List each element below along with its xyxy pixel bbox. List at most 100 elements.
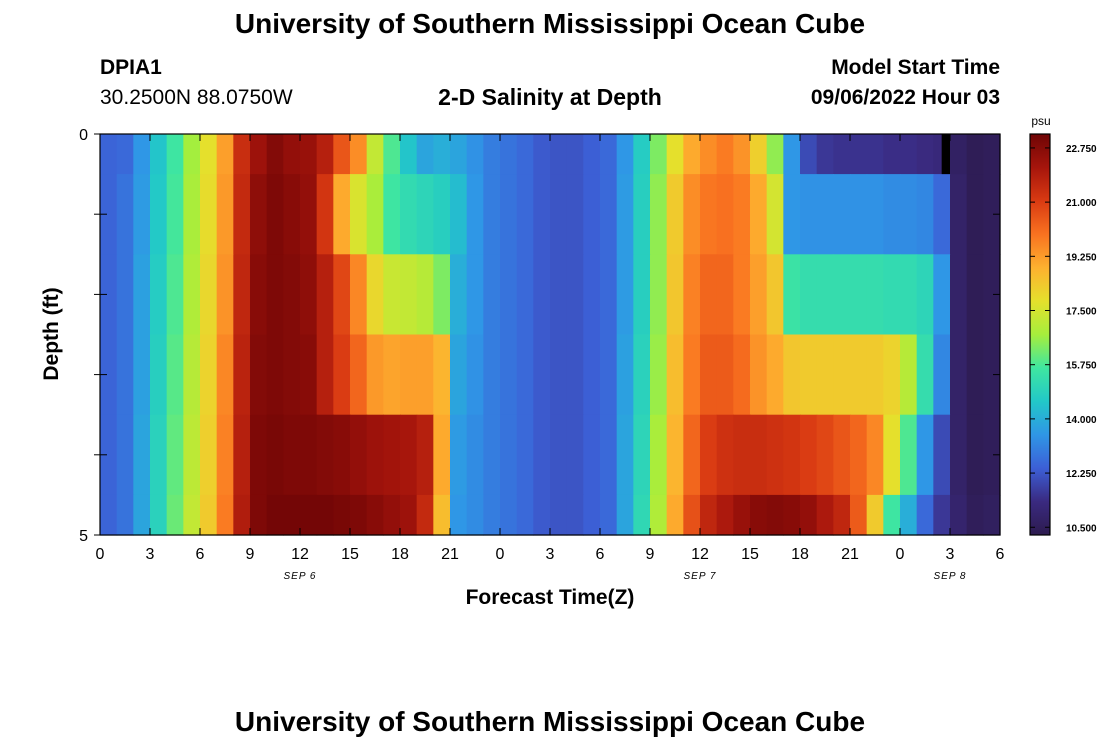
heatmap-cell [400, 414, 418, 496]
heatmap-cell [916, 334, 934, 416]
heatmap-cell [400, 254, 418, 336]
heatmap-cell [933, 494, 951, 536]
x-tick-label: 12 [291, 546, 309, 563]
colorbar-tick-label: 15.750 [1066, 361, 1097, 372]
heatmap-cell [316, 174, 334, 255]
heatmap-cell [816, 414, 834, 496]
heatmap-cell [233, 174, 251, 255]
heatmap-cell [150, 174, 168, 255]
heatmap-cell [466, 174, 484, 255]
heatmap-cell [516, 414, 534, 496]
heatmap-cell [833, 254, 851, 336]
heatmap-cell [783, 334, 801, 416]
heatmap-cell [766, 414, 784, 496]
heatmap-cell [800, 134, 818, 175]
heatmap-cell [800, 414, 818, 496]
heatmap-cell [766, 134, 784, 175]
x-tick-label: 9 [246, 546, 255, 563]
heatmap-cell [983, 254, 1001, 336]
heatmap-cell [866, 134, 884, 175]
heatmap-cell [783, 174, 801, 255]
heatmap-cell [633, 174, 651, 255]
heatmap-cell [950, 334, 968, 416]
heatmap-cell [633, 134, 651, 175]
data-anomaly-mark [941, 134, 950, 175]
heatmap-cell [450, 134, 468, 175]
heatmap-cell [450, 494, 468, 536]
heatmap-cell [316, 134, 334, 175]
heatmap-cell [750, 174, 768, 255]
heatmap-cell [466, 494, 484, 536]
heatmap-cell [283, 334, 301, 416]
heatmap-cell [616, 174, 634, 255]
heatmap-cell [116, 134, 134, 175]
heatmap-cell [350, 134, 368, 175]
heatmap-cell [816, 334, 834, 416]
heatmap-cell [600, 134, 618, 175]
heatmap-cell [850, 134, 868, 175]
heatmap-cell [100, 494, 118, 536]
footer-title: University of Southern Mississippi Ocean… [234, 706, 866, 737]
heatmap-cell [700, 174, 718, 255]
x-tick-label: 12 [691, 546, 709, 563]
heatmap-cell [833, 334, 851, 416]
heatmap-cell [350, 254, 368, 336]
heatmap-cell [233, 494, 251, 536]
heatmap-cell [183, 254, 201, 336]
heatmap-cell [216, 174, 234, 255]
heatmap-cell [733, 254, 751, 336]
heatmap-cell [983, 174, 1001, 255]
y-axis-label: Depth (ft) [40, 287, 63, 380]
heatmap-cell [183, 174, 201, 255]
x-tick-label: 6 [196, 546, 205, 563]
heatmap-cell [550, 254, 568, 336]
heatmap-cell [233, 334, 251, 416]
heatmap-cell [700, 254, 718, 336]
heatmap-cell [700, 134, 718, 175]
heatmap-cell [333, 494, 351, 536]
heatmap-cell [383, 414, 401, 496]
heatmap-cell [616, 254, 634, 336]
station-coordinates: 30.2500N 88.0750W [100, 86, 293, 109]
heatmap-cell [466, 254, 484, 336]
heatmap-cell [750, 494, 768, 536]
heatmap-cell [933, 414, 951, 496]
heatmap-cell [133, 494, 151, 536]
x-tick-label: 18 [791, 546, 809, 563]
heatmap-cell [983, 334, 1001, 416]
heatmap-cell [616, 334, 634, 416]
model-start-label: Model Start Time [831, 56, 1000, 79]
heatmap-cell [250, 334, 268, 416]
heatmap-cell [366, 134, 384, 175]
heatmap-cell [250, 174, 268, 255]
colorbar-tick-label: 14.000 [1066, 415, 1097, 426]
heatmap-cell [483, 494, 501, 536]
x-tick-label: 0 [496, 546, 505, 563]
heatmap-cell [350, 494, 368, 536]
heatmap-cell [916, 174, 934, 255]
heatmap-cell [300, 174, 318, 255]
heatmap-cell [816, 174, 834, 255]
colorbar-tick-label: 22.750 [1066, 144, 1097, 155]
heatmap-cell [566, 494, 584, 536]
heatmap-cell [450, 334, 468, 416]
heatmap-cell [900, 414, 918, 496]
heatmap-cell [400, 494, 418, 536]
heatmap-cell [200, 134, 218, 175]
heatmap-cell [566, 134, 584, 175]
x-tick-label: 6 [996, 546, 1005, 563]
heatmap-cell [450, 254, 468, 336]
x-tick-label: 3 [146, 546, 155, 563]
heatmap-cell [133, 134, 151, 175]
heatmap-cell [750, 254, 768, 336]
heatmap-cell [866, 174, 884, 255]
heatmap-cell [400, 334, 418, 416]
heatmap-cell [416, 174, 434, 255]
heatmap-cell [816, 134, 834, 175]
x-tick-label: 3 [946, 546, 955, 563]
heatmap-cell [950, 254, 968, 336]
heatmap-cell [133, 334, 151, 416]
heatmap-cell [150, 414, 168, 496]
heatmap-cell [833, 134, 851, 175]
heatmap-cell [600, 254, 618, 336]
